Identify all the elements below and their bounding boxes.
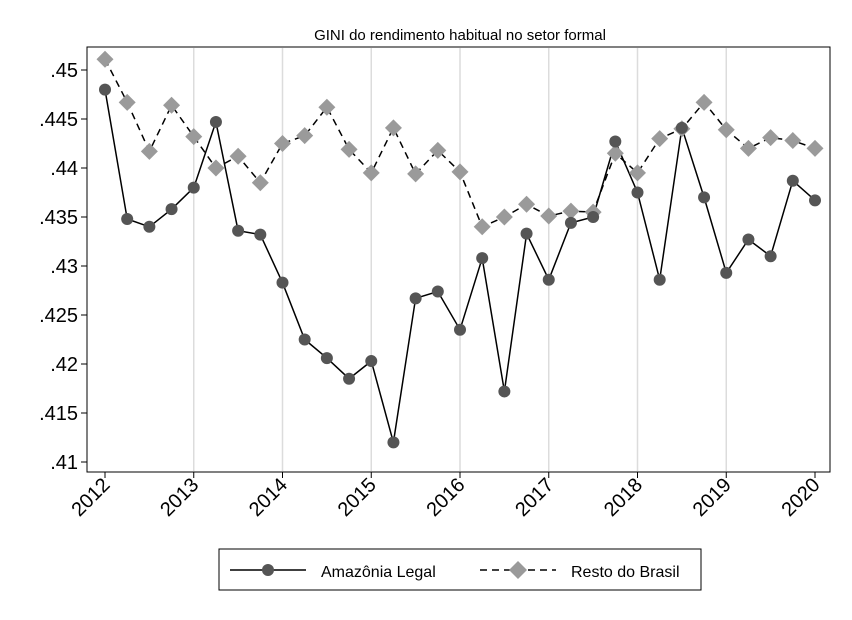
y-tick-label: .43 [50, 256, 78, 278]
point-amazonia-legal [320, 352, 333, 365]
point-amazonia-legal [343, 372, 356, 385]
point-resto-do-brasil [229, 147, 247, 165]
point-resto-do-brasil [251, 174, 269, 192]
point-amazonia-legal [99, 83, 111, 96]
legend-label-resto: Resto do Brasil [571, 564, 680, 581]
legend-marker-resto [509, 561, 527, 579]
x-tick-label: 2014 [245, 474, 292, 521]
point-resto-do-brasil [362, 164, 380, 182]
point-resto-do-brasil [518, 195, 536, 213]
point-amazonia-legal [276, 276, 289, 289]
point-resto-do-brasil [318, 98, 336, 116]
legend: Amazônia Legal Resto do Brasil [218, 548, 702, 591]
x-tick-label: 2015 [334, 474, 381, 521]
point-amazonia-legal [498, 385, 511, 398]
point-amazonia-legal [675, 121, 688, 134]
point-amazonia-legal [764, 250, 777, 263]
point-amazonia-legal [298, 333, 311, 346]
y-tick-label: .44 [50, 158, 78, 180]
point-amazonia-legal [742, 233, 755, 246]
point-amazonia-legal [165, 203, 178, 216]
x-tick-label: 2020 [778, 474, 825, 521]
y-tick-label: .425 [39, 305, 78, 327]
y-tick-label: .41 [50, 452, 78, 474]
point-resto-do-brasil [296, 127, 314, 145]
y-tick-label: .42 [50, 354, 78, 376]
point-resto-do-brasil [629, 164, 646, 182]
point-amazonia-legal [454, 323, 466, 336]
point-resto-do-brasil [274, 135, 291, 152]
x-tick-label: 2017 [511, 474, 558, 521]
point-resto-do-brasil [495, 208, 513, 226]
x-tick-label: 2018 [600, 474, 647, 521]
point-resto-do-brasil [140, 142, 158, 160]
y-tick-label: .435 [39, 207, 78, 229]
point-amazonia-legal [143, 220, 156, 233]
point-resto-do-brasil [451, 163, 469, 181]
point-amazonia-legal [542, 273, 555, 286]
point-resto-do-brasil [96, 50, 114, 68]
chart-title: GINI do rendimento habitual no setor for… [314, 27, 606, 44]
point-resto-do-brasil [118, 93, 136, 111]
point-resto-do-brasil [739, 139, 757, 157]
point-resto-do-brasil [163, 96, 181, 114]
point-amazonia-legal [564, 216, 577, 229]
point-resto-do-brasil [340, 140, 358, 158]
legend-label-amazonia: Amazônia Legal [321, 564, 436, 581]
plot-frame [86, 46, 831, 473]
point-amazonia-legal [409, 292, 422, 305]
x-tick-label: 2013 [156, 474, 203, 521]
point-amazonia-legal [809, 194, 821, 207]
point-amazonia-legal [476, 252, 489, 265]
point-resto-do-brasil [473, 218, 491, 236]
x-tick-label: 2016 [423, 474, 470, 521]
point-amazonia-legal [365, 355, 378, 368]
point-resto-do-brasil [562, 202, 580, 220]
series-layer [96, 50, 824, 449]
point-amazonia-legal [121, 212, 134, 225]
legend-marker-amazonia [262, 564, 274, 576]
point-amazonia-legal [609, 135, 622, 148]
point-resto-do-brasil [695, 93, 713, 111]
point-resto-do-brasil [784, 132, 802, 150]
y-tick-label: .445 [39, 109, 78, 131]
point-amazonia-legal [520, 227, 533, 240]
point-resto-do-brasil [207, 159, 225, 177]
point-resto-do-brasil [429, 141, 447, 159]
point-amazonia-legal [232, 224, 245, 237]
point-resto-do-brasil [407, 165, 425, 183]
x-tick-label: 2012 [68, 474, 115, 521]
point-amazonia-legal [431, 285, 444, 298]
axes: .41 .415 .42 .425 .43 .435 .44 .445 .45 2012 2013 2… [39, 60, 824, 521]
vertical-gridlines [193, 48, 727, 471]
point-amazonia-legal [387, 436, 400, 449]
point-resto-do-brasil [384, 119, 402, 137]
point-amazonia-legal [698, 191, 711, 204]
point-amazonia-legal [653, 273, 666, 286]
point-resto-do-brasil [185, 128, 203, 146]
point-resto-do-brasil [540, 207, 558, 225]
x-tick-label: 2019 [689, 474, 736, 521]
point-resto-do-brasil [651, 130, 669, 148]
point-amazonia-legal [631, 186, 644, 199]
point-amazonia-legal [786, 174, 799, 187]
point-amazonia-legal [587, 211, 600, 223]
point-amazonia-legal [254, 228, 267, 241]
point-resto-do-brasil [762, 129, 780, 147]
point-amazonia-legal [209, 115, 222, 128]
point-resto-do-brasil [606, 144, 624, 162]
y-tick-label: .415 [39, 403, 78, 425]
point-resto-do-brasil [717, 121, 735, 139]
y-tick-label: .45 [50, 60, 78, 82]
point-amazonia-legal [720, 266, 733, 279]
point-amazonia-legal [187, 181, 200, 194]
point-resto-do-brasil [806, 139, 824, 157]
